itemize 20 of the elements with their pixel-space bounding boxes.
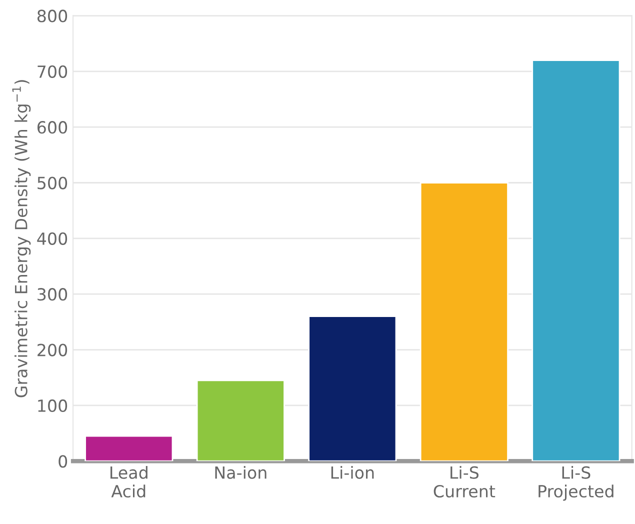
bar [532,60,620,462]
y-tick-label: 200 [38,344,68,356]
bar [84,435,174,462]
y-tick-label: 100 [38,399,68,412]
x-tick-label: Li-S Projected [538,466,614,501]
y-tick-label: 300 [38,288,68,301]
y-tick-label: 0 [58,455,68,468]
y-tick-label: 700 [38,65,68,78]
x-tick-label: Li-S Current [434,466,496,498]
y-tick-label: 500 [38,176,68,190]
y-tick-label: 400 [37,232,68,245]
y-tick-label: 600 [38,121,68,134]
y-tick-label: 800 [37,10,68,22]
bar [420,182,508,462]
bar [196,380,285,462]
x-tick-label: Na-ion [215,466,266,479]
bar [308,316,397,462]
x-tick-label: Lead Acid [110,466,148,498]
x-tick-label: Li-ion [331,466,374,479]
y-axis-title: Gravimetric Energy Density (Wh kg$^{−1}$) [12,80,31,398]
